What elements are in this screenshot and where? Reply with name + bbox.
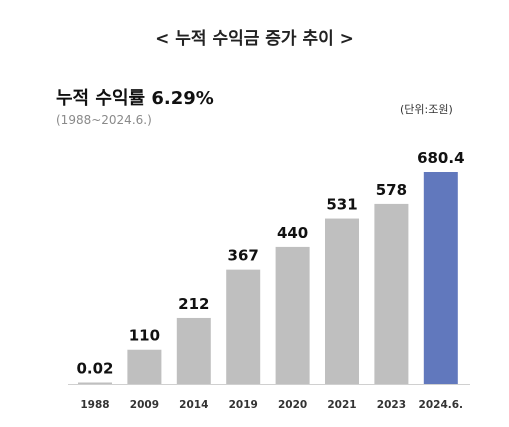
chart-title: < 누적 수익금 증가 추이 > bbox=[155, 29, 354, 49]
data-label-2021: 531 bbox=[326, 196, 357, 214]
data-label-2014: 212 bbox=[178, 295, 209, 313]
bar-2021 bbox=[325, 218, 359, 384]
bar-1988 bbox=[78, 382, 112, 384]
bar-2009 bbox=[127, 349, 162, 384]
unit-note: (단위:조원) bbox=[400, 103, 453, 116]
data-label-2009: 110 bbox=[129, 327, 160, 345]
data-label-2024.6.: 680.4 bbox=[417, 149, 464, 167]
bar-2020 bbox=[275, 246, 310, 384]
bar-2019 bbox=[226, 269, 261, 384]
period-note: (1988~2024.6.) bbox=[56, 113, 152, 127]
x-tick-label-2023: 2023 bbox=[377, 399, 406, 411]
x-tick-label-2021: 2021 bbox=[327, 399, 356, 411]
data-label-2023: 578 bbox=[376, 181, 407, 199]
data-label-2019: 367 bbox=[228, 247, 259, 265]
x-tick-label-1988: 1988 bbox=[80, 399, 109, 411]
x-tick-label-2009: 2009 bbox=[130, 399, 159, 411]
bar-2024.6. bbox=[423, 172, 458, 384]
x-tick-label-2020: 2020 bbox=[278, 399, 307, 411]
data-label-2020: 440 bbox=[277, 224, 308, 242]
x-tick-label-2024.6.: 2024.6. bbox=[419, 399, 464, 411]
x-tick-label-2019: 2019 bbox=[229, 399, 258, 411]
x-tick-label-2014: 2014 bbox=[179, 399, 208, 411]
cumulative-return-heading: 누적 수익률 6.29% bbox=[56, 88, 214, 109]
bar-2023 bbox=[374, 203, 409, 384]
bar-2014 bbox=[176, 317, 211, 384]
data-label-1988: 0.02 bbox=[76, 360, 113, 378]
